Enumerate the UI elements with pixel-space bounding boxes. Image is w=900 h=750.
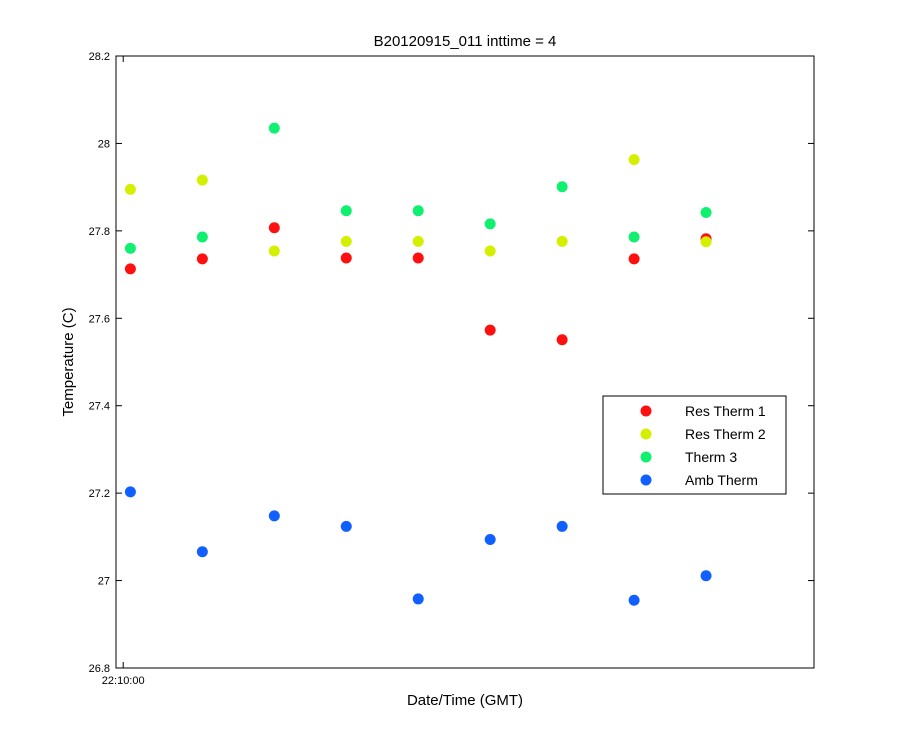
point-amb-therm <box>196 546 208 558</box>
point-res-therm-2 <box>556 235 568 247</box>
legend-label-amb-therm: Amb Therm <box>685 472 758 488</box>
y-tick-label: 28 <box>98 138 110 150</box>
series-amb-therm <box>124 486 712 606</box>
point-res-therm-1 <box>484 324 496 336</box>
point-amb-therm <box>268 510 280 522</box>
point-therm-3 <box>196 231 208 243</box>
plot-area <box>115 55 815 669</box>
point-therm-3 <box>268 122 280 134</box>
y-axis: 26.8 27 27.2 27.4 27.6 27.8 28 28.2 <box>89 51 814 675</box>
point-amb-therm <box>484 533 496 545</box>
y-tick-label: 26.8 <box>89 663 110 675</box>
point-amb-therm <box>124 486 136 498</box>
point-therm-3 <box>628 231 640 243</box>
point-therm-3 <box>124 242 136 254</box>
x-axis: 22:10:00 <box>102 56 145 687</box>
point-amb-therm <box>412 593 424 605</box>
point-therm-3 <box>700 206 712 218</box>
legend-marker-therm-3 <box>640 451 652 463</box>
point-res-therm-1 <box>340 252 352 264</box>
point-res-therm-1 <box>412 252 424 264</box>
y-tick-label: 27.8 <box>89 226 110 238</box>
point-res-therm-2 <box>484 245 496 257</box>
point-res-therm-1 <box>268 222 280 234</box>
legend-marker-res-therm-1 <box>640 405 652 417</box>
x-axis-label: Date/Time (GMT) <box>407 692 523 709</box>
chart-title: B20120915_011 inttime = 4 <box>374 33 557 50</box>
point-amb-therm <box>700 570 712 582</box>
point-therm-3 <box>412 205 424 217</box>
point-res-therm-2 <box>412 235 424 247</box>
point-amb-therm <box>556 520 568 532</box>
legend-box <box>602 395 787 495</box>
point-therm-3 <box>556 181 568 193</box>
legend-label-res-therm-2: Res Therm 2 <box>685 426 766 442</box>
data-points <box>124 122 712 606</box>
x-tick-label: 22:10:00 <box>102 675 145 687</box>
legend: Res Therm 1 Res Therm 2 Therm 3 Amb Therm <box>602 395 787 495</box>
point-res-therm-1 <box>196 253 208 265</box>
point-therm-3 <box>340 205 352 217</box>
legend-label-therm-3: Therm 3 <box>685 449 737 465</box>
series-therm-3 <box>124 122 712 254</box>
legend-marker-amb-therm <box>640 474 652 486</box>
point-amb-therm <box>628 594 640 606</box>
point-res-therm-1 <box>628 253 640 265</box>
point-res-therm-2 <box>700 236 712 248</box>
series-res-therm-2 <box>124 154 712 257</box>
y-tick-label: 27.6 <box>89 313 110 325</box>
point-res-therm-2 <box>340 235 352 247</box>
point-res-therm-2 <box>196 174 208 186</box>
point-res-therm-2 <box>628 154 640 166</box>
y-axis-label: Temperature (C) <box>60 307 77 416</box>
legend-label-res-therm-1: Res Therm 1 <box>685 403 766 419</box>
y-tick-label: 27.2 <box>89 488 110 500</box>
point-res-therm-1 <box>124 263 136 275</box>
point-res-therm-2 <box>268 245 280 257</box>
legend-marker-res-therm-2 <box>640 428 652 440</box>
point-amb-therm <box>340 520 352 532</box>
y-tick-label: 27.4 <box>89 401 110 413</box>
series-res-therm-1 <box>124 222 712 346</box>
point-res-therm-2 <box>124 183 136 195</box>
point-res-therm-1 <box>556 334 568 346</box>
point-therm-3 <box>484 218 496 230</box>
y-tick-label: 27 <box>98 576 110 588</box>
y-tick-label: 28.2 <box>89 51 110 63</box>
